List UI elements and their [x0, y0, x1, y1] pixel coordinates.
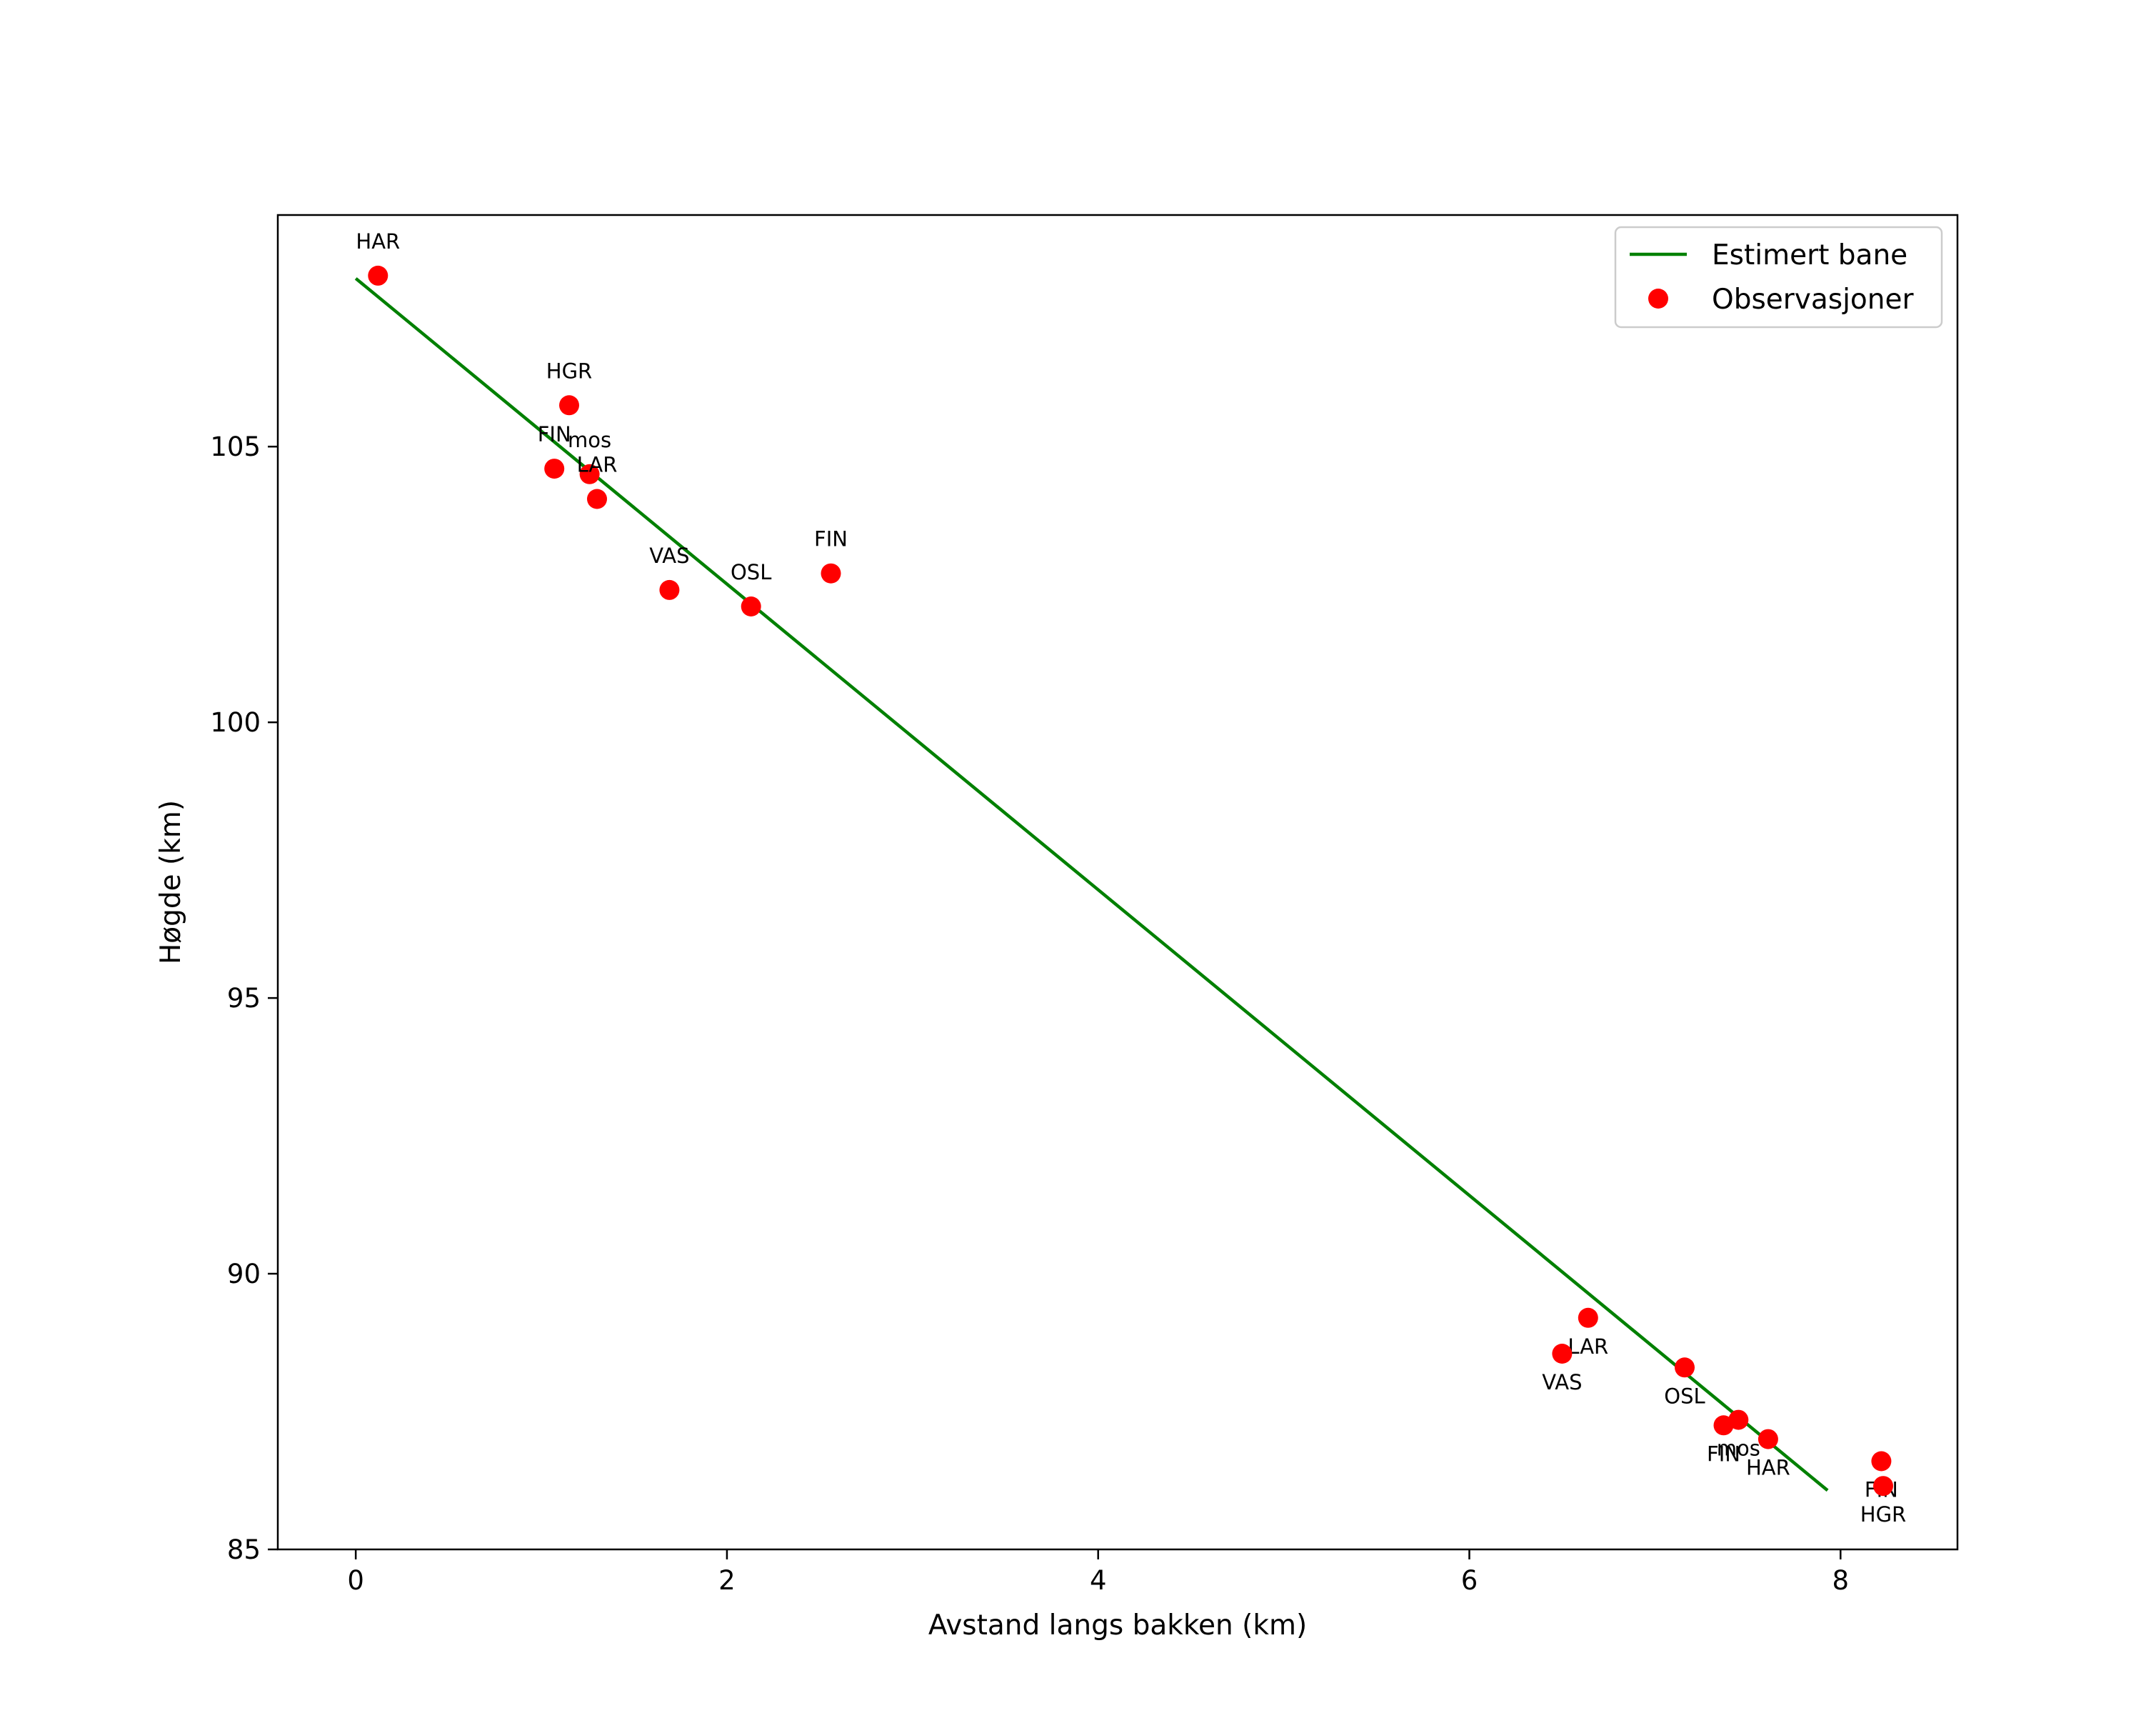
point-label: mos: [568, 428, 611, 452]
point-label: mos: [1717, 1437, 1760, 1461]
y-tick-label: 95: [227, 983, 261, 1014]
point-label: OSL: [731, 560, 771, 584]
observation-point: [1758, 1429, 1778, 1449]
observation-point: [587, 489, 607, 509]
axis-ticks: 0 2 4 6 8 85 90 95 100 105: [210, 431, 1849, 1596]
point-label: VAS: [649, 544, 689, 568]
observation-point: [1873, 1476, 1893, 1497]
observation-point: [821, 563, 841, 584]
observation-point: [1552, 1344, 1573, 1364]
series-line-estimert-bane: [354, 277, 1829, 1492]
point-label: OSL: [1664, 1384, 1705, 1408]
y-tick-label: 90: [227, 1259, 261, 1289]
point-label: HAR: [356, 229, 400, 254]
point-label: FIN: [538, 422, 571, 446]
x-tick-label: 0: [347, 1565, 364, 1596]
observation-point: [544, 459, 565, 479]
observation-point: [579, 464, 600, 484]
y-axis-label: Høgde (km): [155, 800, 187, 964]
y-tick-label: 85: [227, 1534, 261, 1565]
axes-frame: [276, 214, 1959, 1551]
x-tick-label: 4: [1090, 1565, 1107, 1596]
observation-point: [1713, 1415, 1734, 1436]
legend-label-estimert-bane: Estimert bane: [1712, 239, 1907, 271]
x-tick-label: 6: [1461, 1565, 1478, 1596]
x-tick-label: 8: [1832, 1565, 1849, 1596]
point-label: HAR: [1746, 1456, 1790, 1480]
x-tick-label: 2: [718, 1565, 736, 1596]
point-label: FIN: [814, 527, 848, 551]
observation-point: [1675, 1357, 1695, 1378]
y-tick-label: 105: [210, 431, 261, 462]
legend-label-observasjoner: Observasjoner: [1712, 284, 1915, 316]
point-label: LAR: [577, 453, 618, 477]
observation-point: [559, 395, 579, 416]
observation-point: [368, 265, 388, 286]
legend: Estimert bane Observasjoner: [1614, 226, 1943, 329]
point-label: HGR: [1860, 1502, 1906, 1527]
point-label: VAS: [1542, 1370, 1582, 1394]
observation-point: [1871, 1451, 1892, 1472]
legend-dot-swatch: [1648, 289, 1668, 309]
legend-box: [1614, 226, 1943, 329]
x-axis-label: Avstand langs bakken (km): [928, 1609, 1307, 1642]
point-label: LAR: [1568, 1334, 1608, 1359]
plot-area: HARHGRFINmosLARVASOSLFINLARVASOSLmosFINH…: [354, 229, 1906, 1527]
point-label: HGR: [546, 359, 592, 383]
y-tick-label: 100: [210, 707, 261, 738]
observation-point: [659, 579, 680, 600]
observation-point: [1578, 1307, 1598, 1328]
observation-point: [741, 596, 761, 616]
point-label: FIN: [1707, 1442, 1740, 1466]
